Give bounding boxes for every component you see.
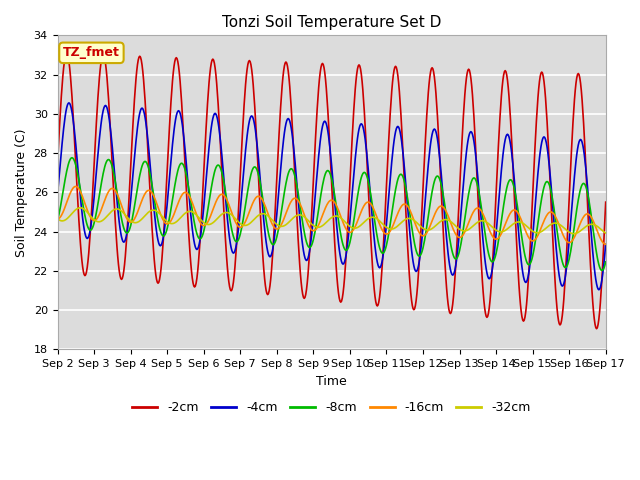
-8cm [54, 217, 61, 223]
-8cm [431, 176, 439, 182]
Line: -2cm: -2cm [58, 53, 605, 329]
-2cm [175, 63, 182, 69]
-8cm [598, 268, 605, 274]
-16cm [552, 215, 560, 221]
-4cm [552, 246, 560, 252]
-16cm [602, 241, 609, 247]
-4cm [377, 263, 385, 268]
-32cm [77, 205, 84, 211]
-4cm [431, 127, 439, 132]
-2cm [431, 81, 439, 87]
-4cm [54, 192, 61, 197]
-2cm [198, 200, 206, 206]
Line: -16cm: -16cm [58, 186, 605, 244]
Line: -32cm: -32cm [58, 208, 605, 234]
-4cm [602, 241, 609, 247]
-2cm [593, 326, 600, 332]
-8cm [602, 259, 609, 265]
Line: -8cm: -8cm [58, 158, 605, 271]
-32cm [377, 219, 385, 225]
-8cm [377, 249, 385, 255]
-8cm [68, 155, 76, 161]
-4cm [595, 287, 603, 293]
-4cm [65, 100, 73, 106]
-2cm [54, 160, 61, 166]
-4cm [198, 220, 206, 226]
-8cm [198, 233, 206, 239]
Y-axis label: Soil Temperature (C): Soil Temperature (C) [15, 128, 28, 257]
-2cm [63, 50, 70, 56]
-32cm [552, 220, 560, 226]
-32cm [54, 216, 61, 222]
-32cm [570, 231, 577, 237]
-16cm [175, 199, 182, 205]
-16cm [324, 200, 332, 206]
-16cm [72, 183, 79, 189]
Text: TZ_fmet: TZ_fmet [63, 47, 120, 60]
Title: Tonzi Soil Temperature Set D: Tonzi Soil Temperature Set D [222, 15, 442, 30]
-8cm [552, 222, 560, 228]
Line: -4cm: -4cm [58, 103, 605, 290]
-8cm [324, 168, 332, 173]
-2cm [552, 296, 560, 301]
-16cm [198, 222, 206, 228]
-16cm [377, 225, 385, 231]
-32cm [175, 217, 182, 223]
-8cm [175, 165, 182, 171]
-32cm [431, 223, 439, 229]
-32cm [602, 230, 609, 236]
-2cm [377, 278, 385, 284]
-2cm [324, 107, 332, 113]
X-axis label: Time: Time [316, 374, 347, 387]
Legend: -2cm, -4cm, -8cm, -16cm, -32cm: -2cm, -4cm, -8cm, -16cm, -32cm [127, 396, 536, 420]
-32cm [198, 218, 206, 224]
-2cm [602, 199, 609, 205]
-4cm [175, 108, 182, 114]
-16cm [54, 216, 61, 222]
-16cm [431, 211, 439, 216]
-32cm [324, 218, 332, 224]
-4cm [324, 128, 332, 134]
